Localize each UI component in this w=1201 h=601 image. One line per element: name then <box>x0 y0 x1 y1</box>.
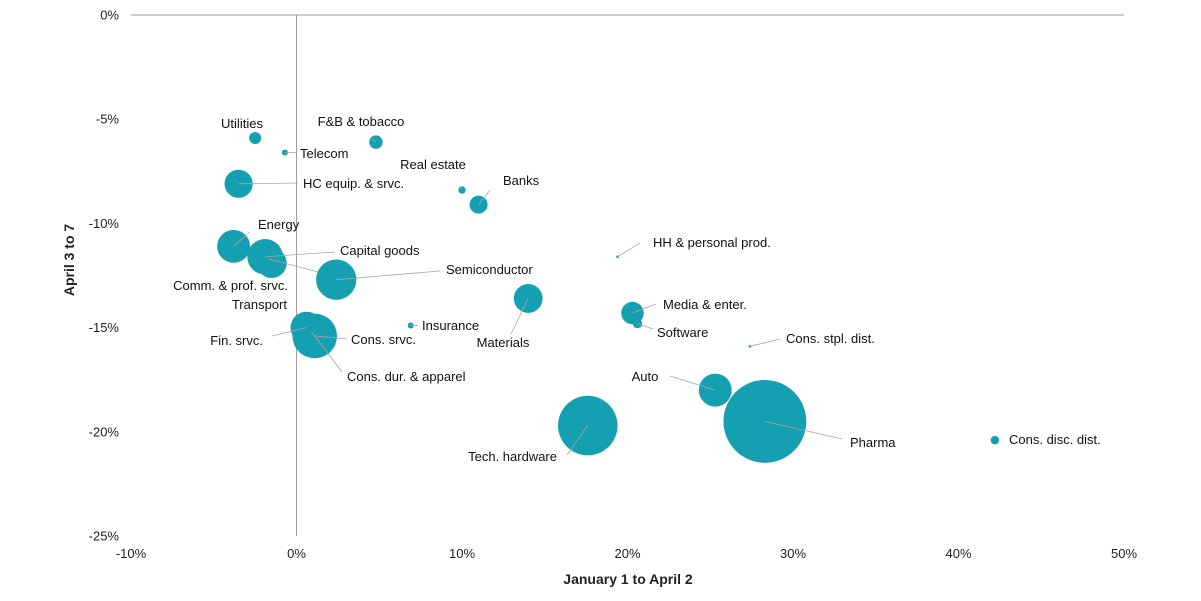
leader-line <box>566 425 589 456</box>
point-labels: Utilities Telecom F&B & tobacco Real estate… <box>173 114 1101 464</box>
point-label: Cons. disc. dist. <box>1009 432 1101 447</box>
bubble-point <box>558 395 618 456</box>
point-label: Cons. dur. & apparel <box>347 369 466 384</box>
y-tick-label: 0% <box>100 8 119 23</box>
leader-line <box>233 231 251 247</box>
leader-line <box>238 182 299 185</box>
y-tick-label: -25% <box>89 529 120 544</box>
point-label: Software <box>657 325 708 340</box>
leader-line <box>764 420 843 440</box>
axes: -10% 0% 10% 20% 30% 40% 50% 0% -5% -10% -15% -20% -2… <box>89 8 1138 562</box>
point-label: Capital goods <box>340 243 420 258</box>
point-label: Cons. stpl. dist. <box>786 331 875 346</box>
point-label: Materials <box>477 335 530 350</box>
point-label: Semiconductor <box>446 262 533 277</box>
y-tick-label: -5% <box>96 112 120 127</box>
x-tick-label: 10% <box>449 546 475 561</box>
y-tick-label: -15% <box>89 320 120 335</box>
leader-line <box>371 138 377 143</box>
x-tick-label: 20% <box>614 546 640 561</box>
point-label: Pharma <box>850 435 896 450</box>
leader-line <box>749 338 781 347</box>
point-label: Auto <box>632 369 659 384</box>
point-label: HC equip. & srvc. <box>303 176 404 191</box>
bubble-point <box>698 373 732 407</box>
point-label: Comm. & prof. srvc. <box>173 278 288 293</box>
bubble-point <box>249 131 262 144</box>
point-label: Transport <box>232 297 288 312</box>
bubble-point <box>256 247 287 279</box>
point-label: Cons. srvc. <box>351 332 416 347</box>
point-label: Utilities <box>221 116 263 131</box>
bubble-point <box>621 301 644 325</box>
leader-line <box>265 251 336 258</box>
point-label: HH & personal prod. <box>653 235 771 250</box>
x-tick-label: 0% <box>287 546 306 561</box>
leader-line <box>617 242 641 258</box>
leader-line <box>510 298 529 335</box>
bubble-point <box>316 259 357 300</box>
leader-line <box>632 303 657 314</box>
leader-line <box>271 327 307 337</box>
leader-line <box>336 270 441 281</box>
y-axis-title: April 3 to 7 <box>61 224 77 297</box>
point-label: Real estate <box>400 157 466 172</box>
leader-line <box>459 185 463 191</box>
leader-line <box>669 375 716 391</box>
x-tick-label: 50% <box>1111 546 1137 561</box>
leader-line <box>478 189 491 205</box>
point-label: Media & enter. <box>663 297 747 312</box>
point-label: F&B & tobacco <box>318 114 405 129</box>
leader-line <box>311 331 343 373</box>
leader-line <box>637 323 654 330</box>
point-label: Telecom <box>300 146 348 161</box>
point-label: Energy <box>258 217 300 232</box>
point-label: Banks <box>503 173 540 188</box>
point-label: Tech. hardware <box>468 449 557 464</box>
leader-line <box>268 258 319 273</box>
x-tick-label: 40% <box>945 546 971 561</box>
bubble-point <box>990 435 1000 445</box>
y-tick-label: -10% <box>89 216 120 231</box>
point-label: Fin. srvc. <box>210 333 263 348</box>
x-tick-label: 30% <box>780 546 806 561</box>
point-label: Insurance <box>422 318 479 333</box>
y-tick-label: -20% <box>89 424 120 439</box>
x-tick-label: -10% <box>116 546 147 561</box>
leader-line <box>314 335 348 340</box>
x-axis-title: January 1 to April 2 <box>563 571 693 587</box>
